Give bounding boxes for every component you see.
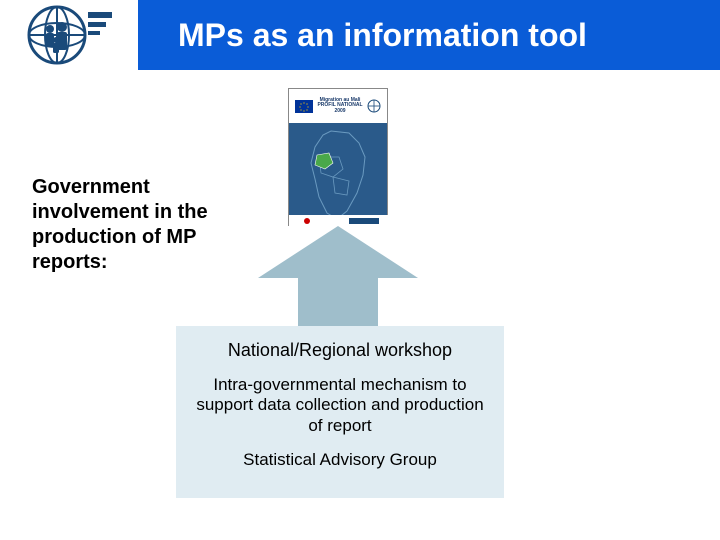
report-cover-thumbnail: Migration au Mali PROFIL NATIONAL 2009 xyxy=(288,88,388,226)
cover-title-line2: PROFIL NATIONAL 2009 xyxy=(317,102,362,114)
slide-header: MPs as an information tool xyxy=(0,0,720,70)
title-bar: MPs as an information tool xyxy=(138,0,720,70)
mechanism-box: National/Regional workshop Intra-governm… xyxy=(176,326,504,498)
box-line-stat-group: Statistical Advisory Group xyxy=(194,450,486,470)
iom-logo xyxy=(26,4,116,66)
cover-map xyxy=(289,123,387,227)
eu-flag-icon xyxy=(295,100,313,112)
cover-title: Migration au Mali PROFIL NATIONAL 2009 xyxy=(313,98,367,115)
box-line-mechanism: Intra-governmental mechanism to support … xyxy=(194,375,486,436)
up-arrow-icon xyxy=(258,226,418,328)
body-paragraph: Government involvement in the production… xyxy=(32,175,232,275)
box-line-workshop: National/Regional workshop xyxy=(194,340,486,361)
iom-mini-icon xyxy=(367,99,381,113)
cover-header: Migration au Mali PROFIL NATIONAL 2009 xyxy=(289,89,387,123)
slide-title: MPs as an information tool xyxy=(178,17,587,54)
